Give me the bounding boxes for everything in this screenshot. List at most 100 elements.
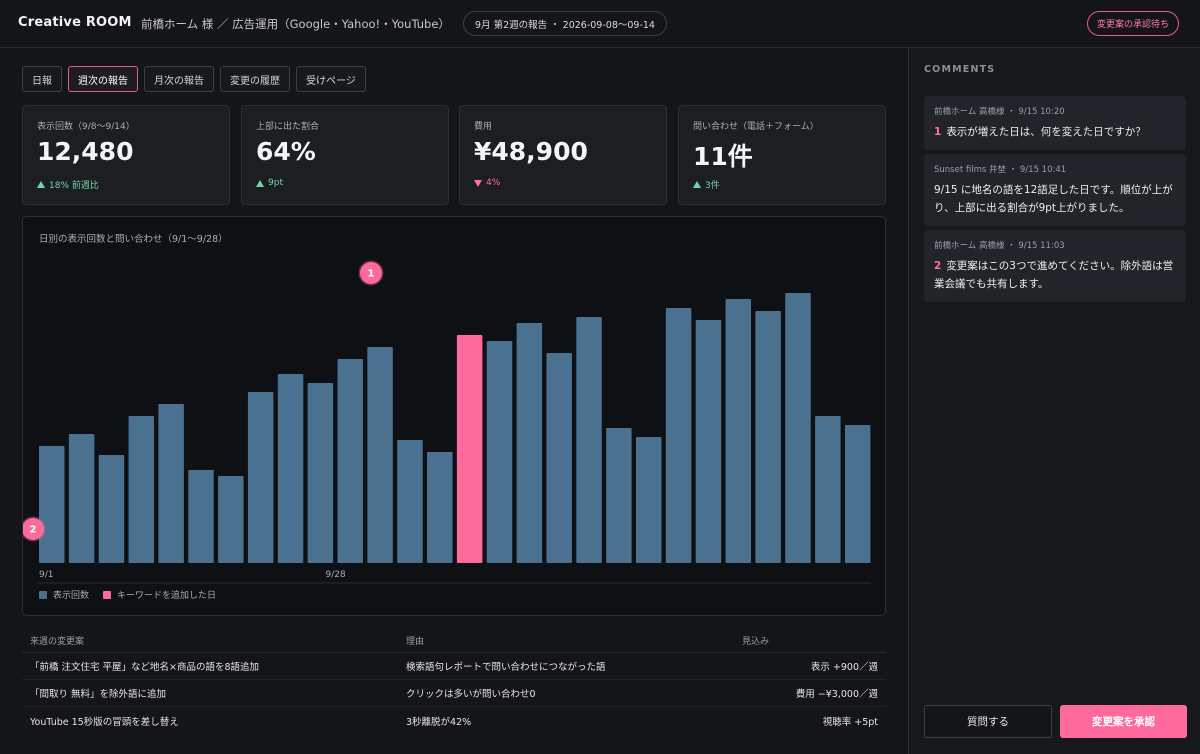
arrow-up-icon [693, 181, 701, 188]
kpi-delta-text: 9pt [268, 178, 283, 188]
arrow-down-icon [474, 179, 482, 187]
comment-card[interactable]: 前橋ホーム 高橋様 ・ 9/15 11:03 2 変更案はこの3つで進めてください… [924, 230, 1186, 302]
kpi-label: 問い合わせ（電話＋フォーム） [693, 122, 819, 132]
x-tick-label: 9/1 [39, 570, 53, 580]
bar-impressions[interactable] [307, 383, 334, 563]
tab-change-history[interactable]: 変更の履歴 [220, 66, 290, 92]
bar-impressions[interactable] [337, 359, 364, 563]
bar-impressions[interactable] [725, 299, 752, 563]
kpi-label: 費用 [474, 122, 493, 132]
comment-card[interactable]: Sunset films 井埜 ・ 9/15 10:41 9/15 に地名の語を… [924, 154, 1186, 226]
arrow-up-icon [37, 181, 45, 188]
comment-meta: 前橋ホーム 高橋様 ・ 9/15 10:20 [934, 107, 1065, 117]
top-header: Creative ROOM 前橋ホーム 様 ／ 広告運用（Google・Yaho… [0, 0, 1200, 48]
kpi-cards: 表示回数（9/8〜9/14） 12,480 18% 前週比 上部に出た割合 64… [22, 105, 886, 205]
bar-impressions[interactable] [576, 317, 602, 563]
bar-impressions[interactable] [486, 341, 513, 563]
bar-impressions[interactable] [367, 347, 393, 563]
cell-forecast: 表示 +900／週 [810, 662, 878, 673]
tab-weekly[interactable]: 週次の報告 [68, 66, 138, 92]
comment-text: 変更案はこの3つで進めてください。除外語は営業会議でも共有します。 [934, 260, 1174, 290]
bar-impressions[interactable] [844, 425, 871, 563]
bar-impressions[interactable] [188, 470, 214, 563]
main-content: 日報 週次の報告 月次の報告 変更の履歴 受けページ 表示回数（9/8〜9/14… [0, 48, 908, 754]
comment-text: 表示が増えた日は、何を変えた日ですか？ [946, 126, 1146, 138]
bar-impressions[interactable] [98, 455, 125, 563]
comment-card[interactable]: 前橋ホーム 高橋様 ・ 9/15 10:20 1 表示が増えた日は、何を変えた日で… [924, 96, 1186, 150]
kpi-label: 表示回数（9/8〜9/14） [37, 122, 135, 132]
bar-impressions[interactable] [68, 434, 95, 563]
bar-impressions[interactable] [39, 446, 65, 563]
bar-impressions[interactable] [755, 311, 781, 563]
kpi-cost: 費用 ¥48,900 4% [459, 105, 667, 205]
kpi-delta-text: 3件 [705, 181, 720, 191]
bar-impressions[interactable] [128, 416, 155, 563]
kpi-delta-text: 18% 前週比 [49, 181, 99, 191]
comment-marker-2[interactable]: 2 [23, 516, 46, 542]
comment-marker-number: 2 [934, 260, 942, 272]
kpi-top-share: 上部に出た割合 64% 9pt [241, 105, 449, 205]
x-axis-ticks: 9/1 9/28 [39, 570, 346, 580]
approval-status-badge: 変更案の承認待ち [1087, 11, 1180, 36]
comment-body: 2 変更案はこの3つで進めてください。除外語は営業会議でも共有します。 [934, 257, 1176, 293]
column-header-reason: 理由 [406, 637, 425, 647]
bar-impressions[interactable] [546, 353, 572, 563]
column-header-change: 来週の変更案 [30, 637, 85, 647]
bar-impressions[interactable] [636, 437, 662, 563]
cell-forecast: 費用 −¥3,000／週 [795, 689, 878, 700]
tab-monthly[interactable]: 月次の報告 [144, 66, 214, 92]
marker-circle [358, 260, 384, 286]
chart-title: 日別の表示回数と問い合わせ（9/1〜9/28） [39, 234, 228, 245]
bar-impressions[interactable] [427, 452, 453, 563]
kpi-value: 11件 [693, 142, 753, 171]
comment-marker-number: 1 [934, 126, 942, 138]
report-tabs: 日報 週次の報告 月次の報告 変更の履歴 受けページ [22, 66, 366, 92]
bar-impressions[interactable] [277, 374, 304, 563]
bar-impressions[interactable] [247, 392, 274, 563]
approve-changes-button[interactable]: 変更案を承認 [1060, 705, 1187, 738]
kpi-label: 上部に出た割合 [256, 122, 320, 132]
bar-impressions[interactable] [218, 476, 244, 563]
bar-keyword-added-day[interactable] [456, 335, 483, 563]
tab-landing-page[interactable]: 受けページ [296, 66, 366, 92]
cell-reason: 検索語句レポートで問い合わせにつながった語 [406, 662, 606, 673]
daily-bar-chart: 9/1 9/28 1 2 [23, 260, 871, 584]
table-row: 「前橋 注文住宅 平屋」など地名×商品の語を8語追加 検索語句レポートで問い合わ… [22, 653, 886, 680]
ask-question-button[interactable]: 質問する [924, 705, 1052, 738]
chart-legend: 表示回数 キーワードを追加した日 [39, 588, 216, 601]
comments-heading: COMMENTS [924, 64, 996, 75]
marker-number: 1 [368, 269, 375, 280]
legend-label: キーワードを追加した日 [117, 591, 217, 601]
legend-item-keyword-day: キーワードを追加した日 [103, 588, 216, 601]
legend-item-impressions: 表示回数 [39, 588, 89, 601]
marker-circle [23, 516, 46, 542]
bar-impressions[interactable] [158, 404, 184, 563]
bar-impressions[interactable] [695, 320, 722, 563]
kpi-inquiries: 問い合わせ（電話＋フォーム） 11件 3件 [678, 105, 886, 205]
x-tick-label: 9/28 [326, 570, 346, 580]
cell-change: 「間取り 無料」を除外語に追加 [30, 689, 167, 700]
bar-impressions[interactable] [665, 308, 692, 563]
legend-label: 表示回数 [53, 591, 90, 601]
cell-reason: 3秒離脱が42% [406, 716, 472, 728]
table-header: 来週の変更案 理由 見込み [22, 629, 886, 653]
bar-series [39, 293, 871, 563]
bar-impressions[interactable] [815, 416, 841, 563]
kpi-delta: 3件 [693, 178, 720, 191]
comments-sidebar: COMMENTS 前橋ホーム 高橋様 ・ 9/15 10:20 1 表示が増えた日… [908, 48, 1200, 754]
kpi-delta: 18% 前週比 [37, 178, 99, 191]
bar-impressions[interactable] [516, 323, 543, 563]
comment-marker-1[interactable]: 1 [358, 260, 384, 286]
client-title: 前橋ホーム 様 ／ 広告運用（Google・Yahoo!・YouTube） [141, 17, 450, 31]
comment-body: 1 表示が増えた日は、何を変えた日ですか？ [934, 123, 1176, 141]
kpi-delta: 4% [474, 178, 500, 188]
tab-daily[interactable]: 日報 [22, 66, 62, 92]
comment-text: 9/15 に地名の語を12語足した日です。順位が上がり、上部に出る割合が9pt上… [934, 184, 1173, 214]
column-header-forecast: 見込み [742, 637, 770, 647]
bar-impressions[interactable] [785, 293, 811, 563]
bar-impressions[interactable] [606, 428, 632, 563]
kpi-value: 12,480 [37, 137, 134, 166]
legend-swatch [39, 590, 47, 599]
marker-number: 2 [30, 525, 37, 536]
bar-impressions[interactable] [397, 440, 423, 563]
